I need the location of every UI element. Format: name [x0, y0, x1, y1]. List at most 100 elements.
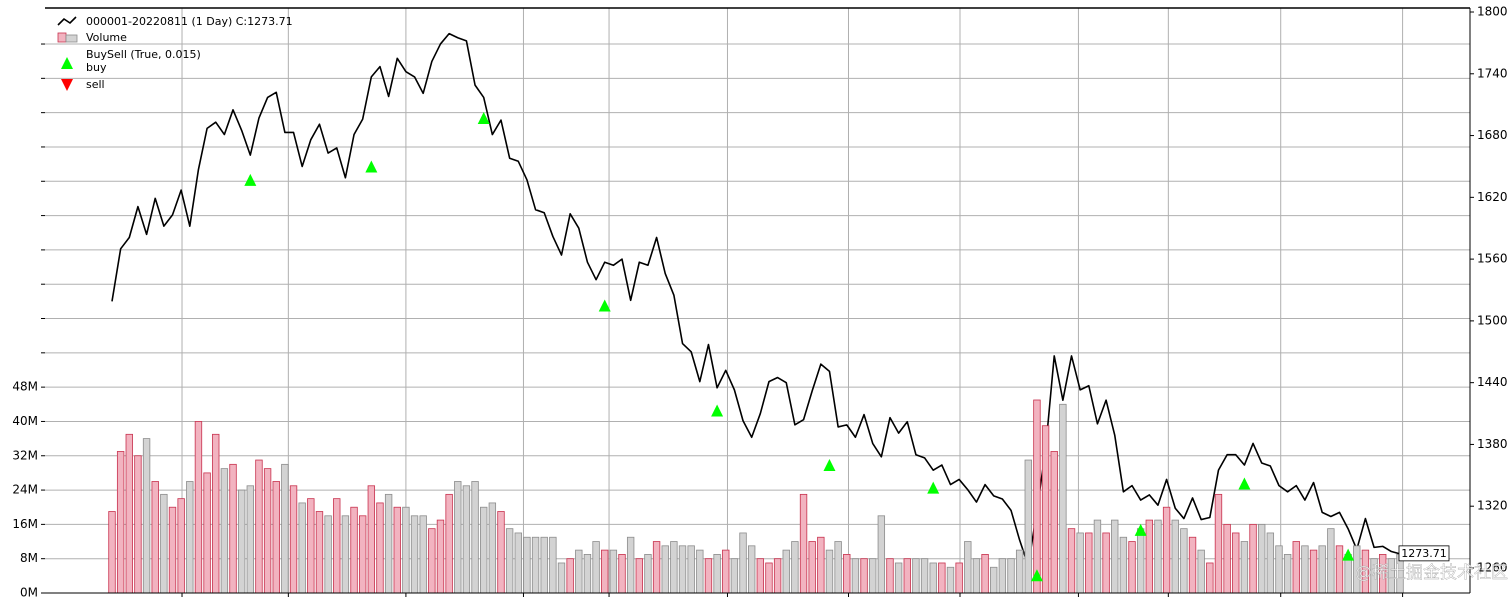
last-price-box — [1398, 545, 1450, 562]
watermark: @稀土掘金技术社区 — [1355, 563, 1508, 583]
volume-bar — [151, 481, 159, 594]
volume-bar — [678, 545, 687, 594]
legend-line-icon — [57, 16, 77, 26]
y2-tick-label: 24M — [12, 483, 38, 497]
volume-bar — [445, 493, 453, 594]
volume-bar — [851, 558, 860, 594]
volume-bar — [237, 489, 246, 594]
signal-marker — [598, 299, 611, 312]
signal-marker — [1030, 569, 1043, 582]
y-tick-label: 1560 — [1477, 252, 1508, 266]
volume-bar — [272, 481, 280, 594]
volume-bar — [307, 498, 315, 594]
signal-marker — [1342, 548, 1355, 561]
volume-bar — [471, 481, 479, 594]
y-tick-label: 1260 — [1477, 560, 1508, 574]
volume-bar — [186, 481, 194, 594]
volume-bar — [765, 562, 773, 594]
y-tick-label: 1620 — [1477, 190, 1508, 204]
volume-bar — [488, 502, 497, 594]
volume-bar — [1093, 519, 1102, 594]
signal-marker — [1134, 523, 1147, 536]
signal-marker — [823, 459, 836, 472]
last-price-label: 1273.71 — [1401, 547, 1447, 560]
volume-bar — [877, 515, 886, 594]
volume-bar — [220, 468, 229, 594]
volume-bar — [108, 511, 116, 594]
price-line — [111, 32, 1401, 567]
volume-bar — [981, 554, 989, 594]
volume-bar — [1180, 528, 1188, 594]
y2-tick-label: 48M — [12, 380, 38, 394]
volume-bar — [1206, 562, 1214, 594]
legend-label: buy — [86, 61, 107, 74]
volume-bar — [549, 536, 557, 594]
volume-bar — [1154, 519, 1162, 594]
volume-bar — [402, 506, 410, 594]
volume-bar — [1067, 528, 1076, 594]
legend-volume-icon — [65, 34, 78, 43]
volume-bar — [644, 554, 652, 594]
signal-marker — [365, 160, 378, 173]
volume-bar — [903, 558, 911, 594]
volume-bar — [687, 545, 695, 594]
volume-bar — [263, 468, 272, 594]
volume-bar — [886, 558, 894, 594]
legend-group-label: BuySell (True, 0.015) — [86, 48, 201, 61]
volume-bar — [583, 554, 592, 594]
volume-bar — [670, 541, 678, 594]
volume-bar — [177, 498, 185, 594]
volume-bar — [1214, 493, 1223, 594]
volume-bar — [808, 541, 816, 594]
volume-bar — [341, 515, 350, 594]
volume-bar — [575, 549, 583, 594]
y-tick-label: 1440 — [1477, 375, 1508, 389]
volume-bar — [696, 549, 704, 594]
volume-bar — [1145, 519, 1154, 594]
volume-bar — [860, 558, 868, 594]
volume-bar — [1275, 545, 1283, 594]
volume-bar — [505, 528, 514, 594]
y2-tick-label: 32M — [12, 448, 38, 462]
volume-bar — [773, 558, 782, 594]
volume-bar — [635, 558, 643, 594]
volume-bar — [1024, 459, 1032, 594]
y2-tick-label: 8M — [20, 551, 38, 565]
volume-bar — [661, 545, 669, 594]
volume-bar — [1335, 545, 1344, 594]
volume-bar — [255, 459, 263, 594]
signal-marker — [244, 173, 257, 186]
volume-bar — [825, 549, 834, 594]
volume-bar — [592, 541, 600, 594]
signal-marker — [477, 112, 490, 125]
volume-bar — [1232, 532, 1240, 594]
volume-bar — [1188, 536, 1197, 594]
y-tick-label: 1740 — [1477, 66, 1508, 80]
volume-bar — [324, 515, 332, 594]
legend-label: sell — [86, 78, 105, 91]
volume-bar — [1085, 532, 1093, 594]
volume-bar — [566, 558, 574, 594]
volume-bar — [1102, 532, 1110, 594]
buy-markers — [244, 112, 1355, 582]
volume-bar — [1119, 536, 1128, 594]
volume-bar — [393, 506, 401, 594]
volume-bar — [618, 554, 626, 594]
volume-bar — [946, 566, 955, 594]
volume-bar — [246, 485, 254, 594]
volume-bar — [462, 485, 471, 594]
volume-bar — [203, 472, 211, 594]
volume-bar — [497, 511, 505, 594]
volume-bar — [920, 558, 929, 594]
volume-bar — [289, 485, 298, 594]
signal-marker — [711, 404, 724, 417]
volume-bar — [1292, 541, 1300, 594]
volume-bar — [747, 545, 756, 594]
volume-bar — [212, 433, 220, 594]
volume-bar — [955, 562, 963, 594]
volume-bar — [125, 433, 133, 594]
volume-bar — [799, 493, 808, 594]
volume-bar — [134, 455, 142, 594]
volume-bar — [817, 536, 825, 594]
volume-bar — [514, 532, 522, 594]
